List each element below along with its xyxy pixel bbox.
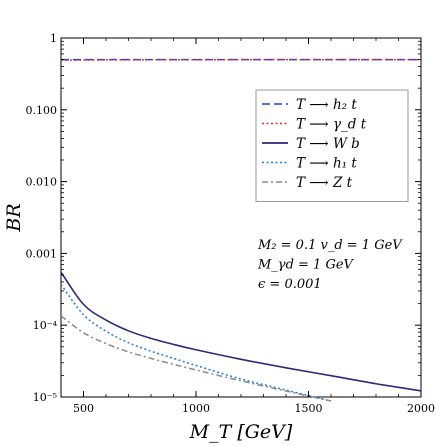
legend: T ⟶ h₂ t T ⟶ γ_d t T ⟶ W b T ⟶ h₁ t T ⟶ Z t [255,89,409,202]
y-tick-label: 0.001 [26,247,58,260]
legend-label-4: T ⟶ h₁ t [296,156,357,172]
y-tick-label: 0.010 [26,176,58,189]
x-tick-label: 1000 [182,402,210,415]
x-axis-label: M_T [GeV] [189,421,293,443]
series-line-4 [60,283,332,402]
annotation-line-2: M_γd = 1 GeV [257,258,355,273]
y-tick-label: 0.100 [26,104,58,117]
y-tick-label: 1 [50,32,57,45]
legend-box [255,89,409,202]
series-line-2 [60,58,421,61]
y-axis-label: BR [3,203,25,232]
x-tick-label: 1500 [295,402,323,415]
x-tick-label: 500 [73,402,94,415]
series-line-5 [60,315,332,402]
legend-label-5: T ⟶ Z t [296,175,353,191]
legend-label-3: T ⟶ W b [296,136,360,152]
legend-label-2: T ⟶ γ_d t [296,117,367,133]
annotation-line-3: ϵ = 0.001 [258,277,322,292]
annotation-box: M₂ = 0.1 v_d = 1 GeV M_γd = 1 GeV ϵ = 0.00… [257,238,403,292]
y-tick-label: 10⁻⁴ [33,319,58,332]
axis-ticks: 500 1000 1500 2000 10⁻⁵ 10⁻⁴ 0.001 0.010 0.100 1 [26,32,436,415]
x-tick-label: 2000 [407,402,435,415]
annotation-line-1: M₂ = 0.1 v_d = 1 GeV [257,238,403,253]
legend-label-1: T ⟶ h₂ t [296,97,357,113]
y-tick-label: 10⁻⁵ [33,391,57,404]
series-line-3 [60,271,422,392]
plot-series [60,58,422,402]
